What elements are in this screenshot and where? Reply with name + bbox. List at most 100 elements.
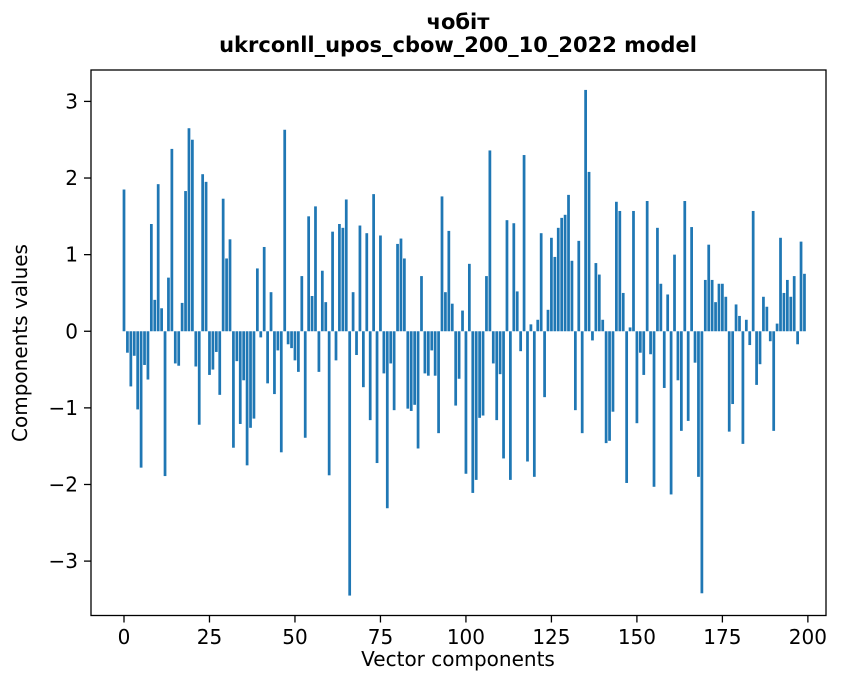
bar (382, 331, 386, 374)
bar (707, 244, 711, 332)
bar (703, 279, 707, 332)
bar (389, 331, 393, 364)
bar (211, 331, 215, 370)
bar (796, 331, 799, 345)
y-tick-label: 3 (65, 89, 78, 113)
bar (197, 331, 201, 425)
bar (488, 150, 492, 332)
bar (485, 276, 488, 332)
bar (242, 331, 246, 381)
bar (676, 331, 680, 381)
y-axis-label: Components values (8, 244, 32, 442)
bar (170, 148, 174, 332)
bar (252, 331, 256, 419)
bar (611, 331, 615, 412)
bar (522, 155, 526, 332)
plot-frame (90, 69, 827, 617)
bar (259, 331, 263, 338)
bar (662, 331, 666, 388)
bar (255, 268, 259, 332)
bar (751, 210, 755, 332)
bar (297, 331, 300, 372)
bar (300, 276, 304, 332)
bar (587, 171, 591, 332)
bar (355, 331, 358, 356)
bar (139, 331, 143, 468)
bar (659, 283, 663, 332)
bar (560, 217, 564, 332)
x-tick-label: 125 (532, 625, 570, 649)
bar (156, 184, 160, 332)
bar (546, 309, 550, 332)
bar (625, 331, 629, 483)
bar (577, 240, 581, 332)
bar (235, 331, 239, 362)
chart-title: ukrconll_upos_cbow_200_10_2022 model (219, 33, 697, 57)
bar (437, 331, 440, 434)
bar (303, 331, 307, 438)
bar (567, 194, 570, 332)
bar (262, 246, 266, 332)
bar (204, 181, 208, 332)
bar (758, 331, 762, 365)
bar (420, 276, 423, 332)
bar (283, 129, 287, 332)
bar (724, 296, 728, 332)
x-tick-label: 50 (282, 625, 307, 649)
bar (635, 331, 639, 424)
x-tick-label: 0 (118, 625, 131, 649)
bar (372, 194, 375, 332)
bar (765, 306, 769, 332)
bar (187, 128, 191, 332)
bar (498, 331, 502, 375)
bar (218, 331, 222, 395)
bar (512, 223, 516, 332)
bar (550, 237, 553, 332)
bar (782, 292, 786, 332)
bars-group (122, 89, 806, 596)
x-tick-label: 175 (703, 625, 741, 649)
bar (338, 224, 341, 332)
bar (136, 331, 140, 410)
bar (201, 174, 205, 332)
bar (307, 216, 311, 332)
bar (163, 331, 167, 477)
bar (748, 331, 752, 346)
bar (191, 139, 194, 332)
bar (399, 238, 403, 332)
y-tick-label: −2 (49, 472, 78, 496)
bar (214, 331, 218, 352)
bar (679, 331, 683, 431)
bar (440, 196, 444, 332)
bar (478, 331, 481, 418)
bar (481, 331, 485, 416)
bar (515, 291, 519, 332)
bar (167, 277, 170, 332)
bar (693, 331, 697, 363)
bar (580, 331, 584, 434)
bar (604, 331, 608, 444)
bar (403, 258, 406, 332)
bar (228, 239, 232, 332)
chart-suptitle: чобіт (427, 10, 491, 34)
bar (273, 331, 276, 395)
bar (570, 260, 574, 332)
bar (269, 292, 273, 332)
bar (768, 331, 772, 342)
bar (126, 331, 129, 353)
bar (153, 299, 157, 332)
bar (317, 331, 321, 372)
bar (505, 220, 509, 332)
bar (656, 227, 659, 332)
bar (615, 201, 618, 332)
y-tick-label: 2 (65, 166, 78, 190)
x-tick-label: 75 (368, 625, 393, 649)
x-tick-label: 25 (197, 625, 222, 649)
bar (673, 254, 676, 332)
bar (396, 243, 399, 332)
bar (221, 198, 225, 332)
bar (686, 331, 690, 421)
bar (146, 331, 150, 380)
bar (341, 227, 345, 332)
